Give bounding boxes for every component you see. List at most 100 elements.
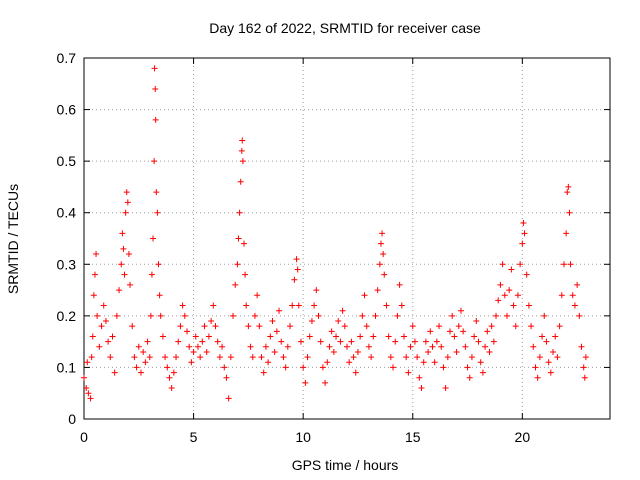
data-point — [451, 333, 458, 340]
y-tick-label: 0.4 — [57, 205, 77, 221]
data-point — [569, 292, 576, 299]
data-point — [190, 348, 197, 355]
data-point — [541, 312, 548, 319]
data-point — [563, 230, 570, 237]
data-point — [284, 343, 291, 350]
data-point — [519, 240, 526, 247]
data-point — [154, 209, 161, 216]
data-point — [363, 323, 370, 330]
data-point — [90, 292, 97, 299]
data-point — [100, 302, 107, 309]
data-point — [184, 328, 191, 335]
data-point — [466, 374, 473, 381]
data-point — [565, 183, 572, 190]
data-point — [116, 287, 123, 294]
data-point — [107, 354, 114, 361]
data-point — [186, 343, 193, 350]
data-point — [581, 374, 588, 381]
data-point — [440, 364, 447, 371]
data-point — [433, 338, 440, 345]
data-point — [93, 250, 100, 257]
data-point — [197, 354, 204, 361]
data-point — [239, 158, 246, 165]
data-point — [214, 338, 221, 345]
data-point — [265, 359, 272, 366]
data-point — [580, 364, 587, 371]
x-tick-label: 0 — [80, 429, 88, 445]
data-point — [457, 307, 464, 314]
data-point — [271, 348, 278, 355]
x-tick-label: 5 — [190, 429, 198, 445]
data-point — [418, 385, 425, 392]
data-point — [273, 328, 280, 335]
data-point — [525, 302, 532, 309]
data-point — [335, 318, 342, 325]
data-point — [576, 312, 583, 319]
data-point — [181, 312, 188, 319]
data-point — [140, 348, 147, 355]
y-tick-label: 0.7 — [57, 50, 77, 66]
data-point — [294, 266, 301, 273]
data-point — [510, 302, 517, 309]
data-point — [118, 261, 125, 268]
data-point — [520, 220, 527, 227]
data-point — [237, 178, 244, 185]
data-point — [539, 333, 546, 340]
data-point — [447, 328, 454, 335]
data-point — [475, 338, 482, 345]
data-point — [168, 385, 175, 392]
data-point — [223, 374, 230, 381]
data-point — [212, 323, 219, 330]
data-point — [528, 323, 535, 330]
data-point — [170, 369, 177, 376]
data-point — [98, 323, 105, 330]
x-axis-label: GPS time / hours — [292, 457, 399, 473]
data-point — [346, 359, 353, 366]
y-axis-label: SRMTID / TECUs — [5, 184, 21, 294]
y-tick-label: 0.1 — [57, 359, 77, 375]
data-point — [574, 281, 581, 288]
data-point — [87, 395, 94, 402]
data-point — [523, 271, 530, 278]
data-point — [249, 354, 256, 361]
data-point — [374, 287, 381, 294]
data-point — [278, 338, 285, 345]
data-point — [135, 343, 142, 350]
data-point — [142, 359, 149, 366]
data-point — [239, 137, 246, 144]
data-point — [235, 235, 242, 242]
data-point — [201, 323, 208, 330]
data-point — [495, 297, 502, 304]
data-point — [148, 271, 155, 278]
data-point — [352, 369, 359, 376]
data-point — [280, 354, 287, 361]
data-point — [210, 302, 217, 309]
plot-frame — [83, 57, 611, 420]
data-point — [129, 323, 136, 330]
data-point — [247, 343, 254, 350]
data-point — [324, 359, 331, 366]
data-point — [322, 379, 329, 386]
data-point — [330, 348, 337, 355]
data-point — [339, 307, 346, 314]
data-point — [368, 354, 375, 361]
data-point — [188, 359, 195, 366]
data-point — [503, 312, 510, 319]
data-point — [390, 364, 397, 371]
data-points — [81, 65, 589, 402]
data-point — [262, 343, 269, 350]
data-point — [119, 230, 126, 237]
data-point — [422, 338, 429, 345]
data-point — [162, 354, 169, 361]
data-point — [468, 354, 475, 361]
data-point — [564, 189, 571, 196]
data-point — [328, 328, 335, 335]
data-point — [550, 348, 557, 355]
data-point — [392, 338, 399, 345]
data-point — [436, 323, 443, 330]
data-point — [144, 338, 151, 345]
data-point — [192, 333, 199, 340]
data-point — [153, 189, 160, 196]
data-point — [236, 209, 243, 216]
data-point — [359, 312, 366, 319]
